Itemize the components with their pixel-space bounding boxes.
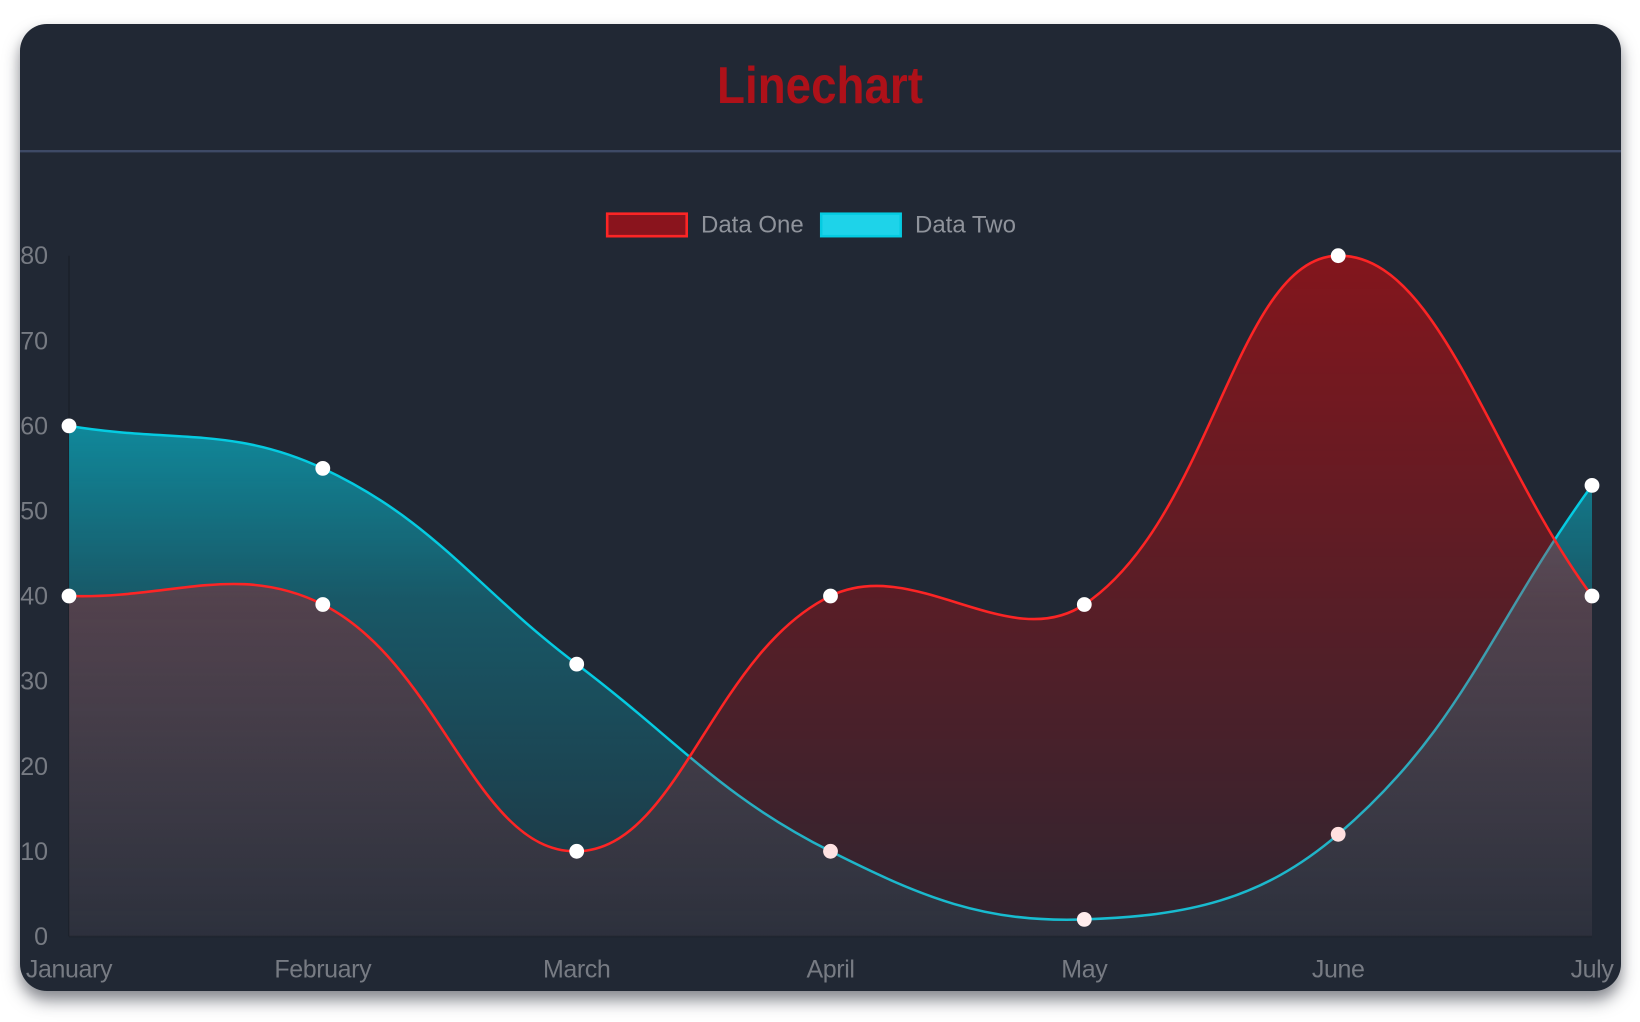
svg-text:50: 50 bbox=[20, 498, 48, 526]
svg-text:April: April bbox=[806, 956, 854, 984]
svg-text:80: 80 bbox=[20, 242, 48, 270]
svg-text:10: 10 bbox=[20, 838, 48, 866]
svg-text:January: January bbox=[26, 956, 113, 984]
svg-text:60: 60 bbox=[20, 412, 48, 440]
svg-text:40: 40 bbox=[20, 583, 48, 611]
svg-text:0: 0 bbox=[34, 923, 48, 951]
svg-text:30: 30 bbox=[20, 668, 48, 696]
svg-text:March: March bbox=[543, 956, 610, 984]
svg-text:Data Two: Data Two bbox=[915, 212, 1016, 239]
svg-text:Linechart: Linechart bbox=[717, 57, 923, 114]
svg-text:May: May bbox=[1061, 956, 1108, 984]
svg-text:February: February bbox=[274, 956, 372, 984]
svg-text:June: June bbox=[1312, 956, 1365, 984]
svg-text:July: July bbox=[1571, 956, 1615, 984]
svg-text:70: 70 bbox=[20, 327, 48, 355]
svg-text:Data One: Data One bbox=[701, 212, 804, 239]
svg-text:20: 20 bbox=[20, 753, 48, 781]
